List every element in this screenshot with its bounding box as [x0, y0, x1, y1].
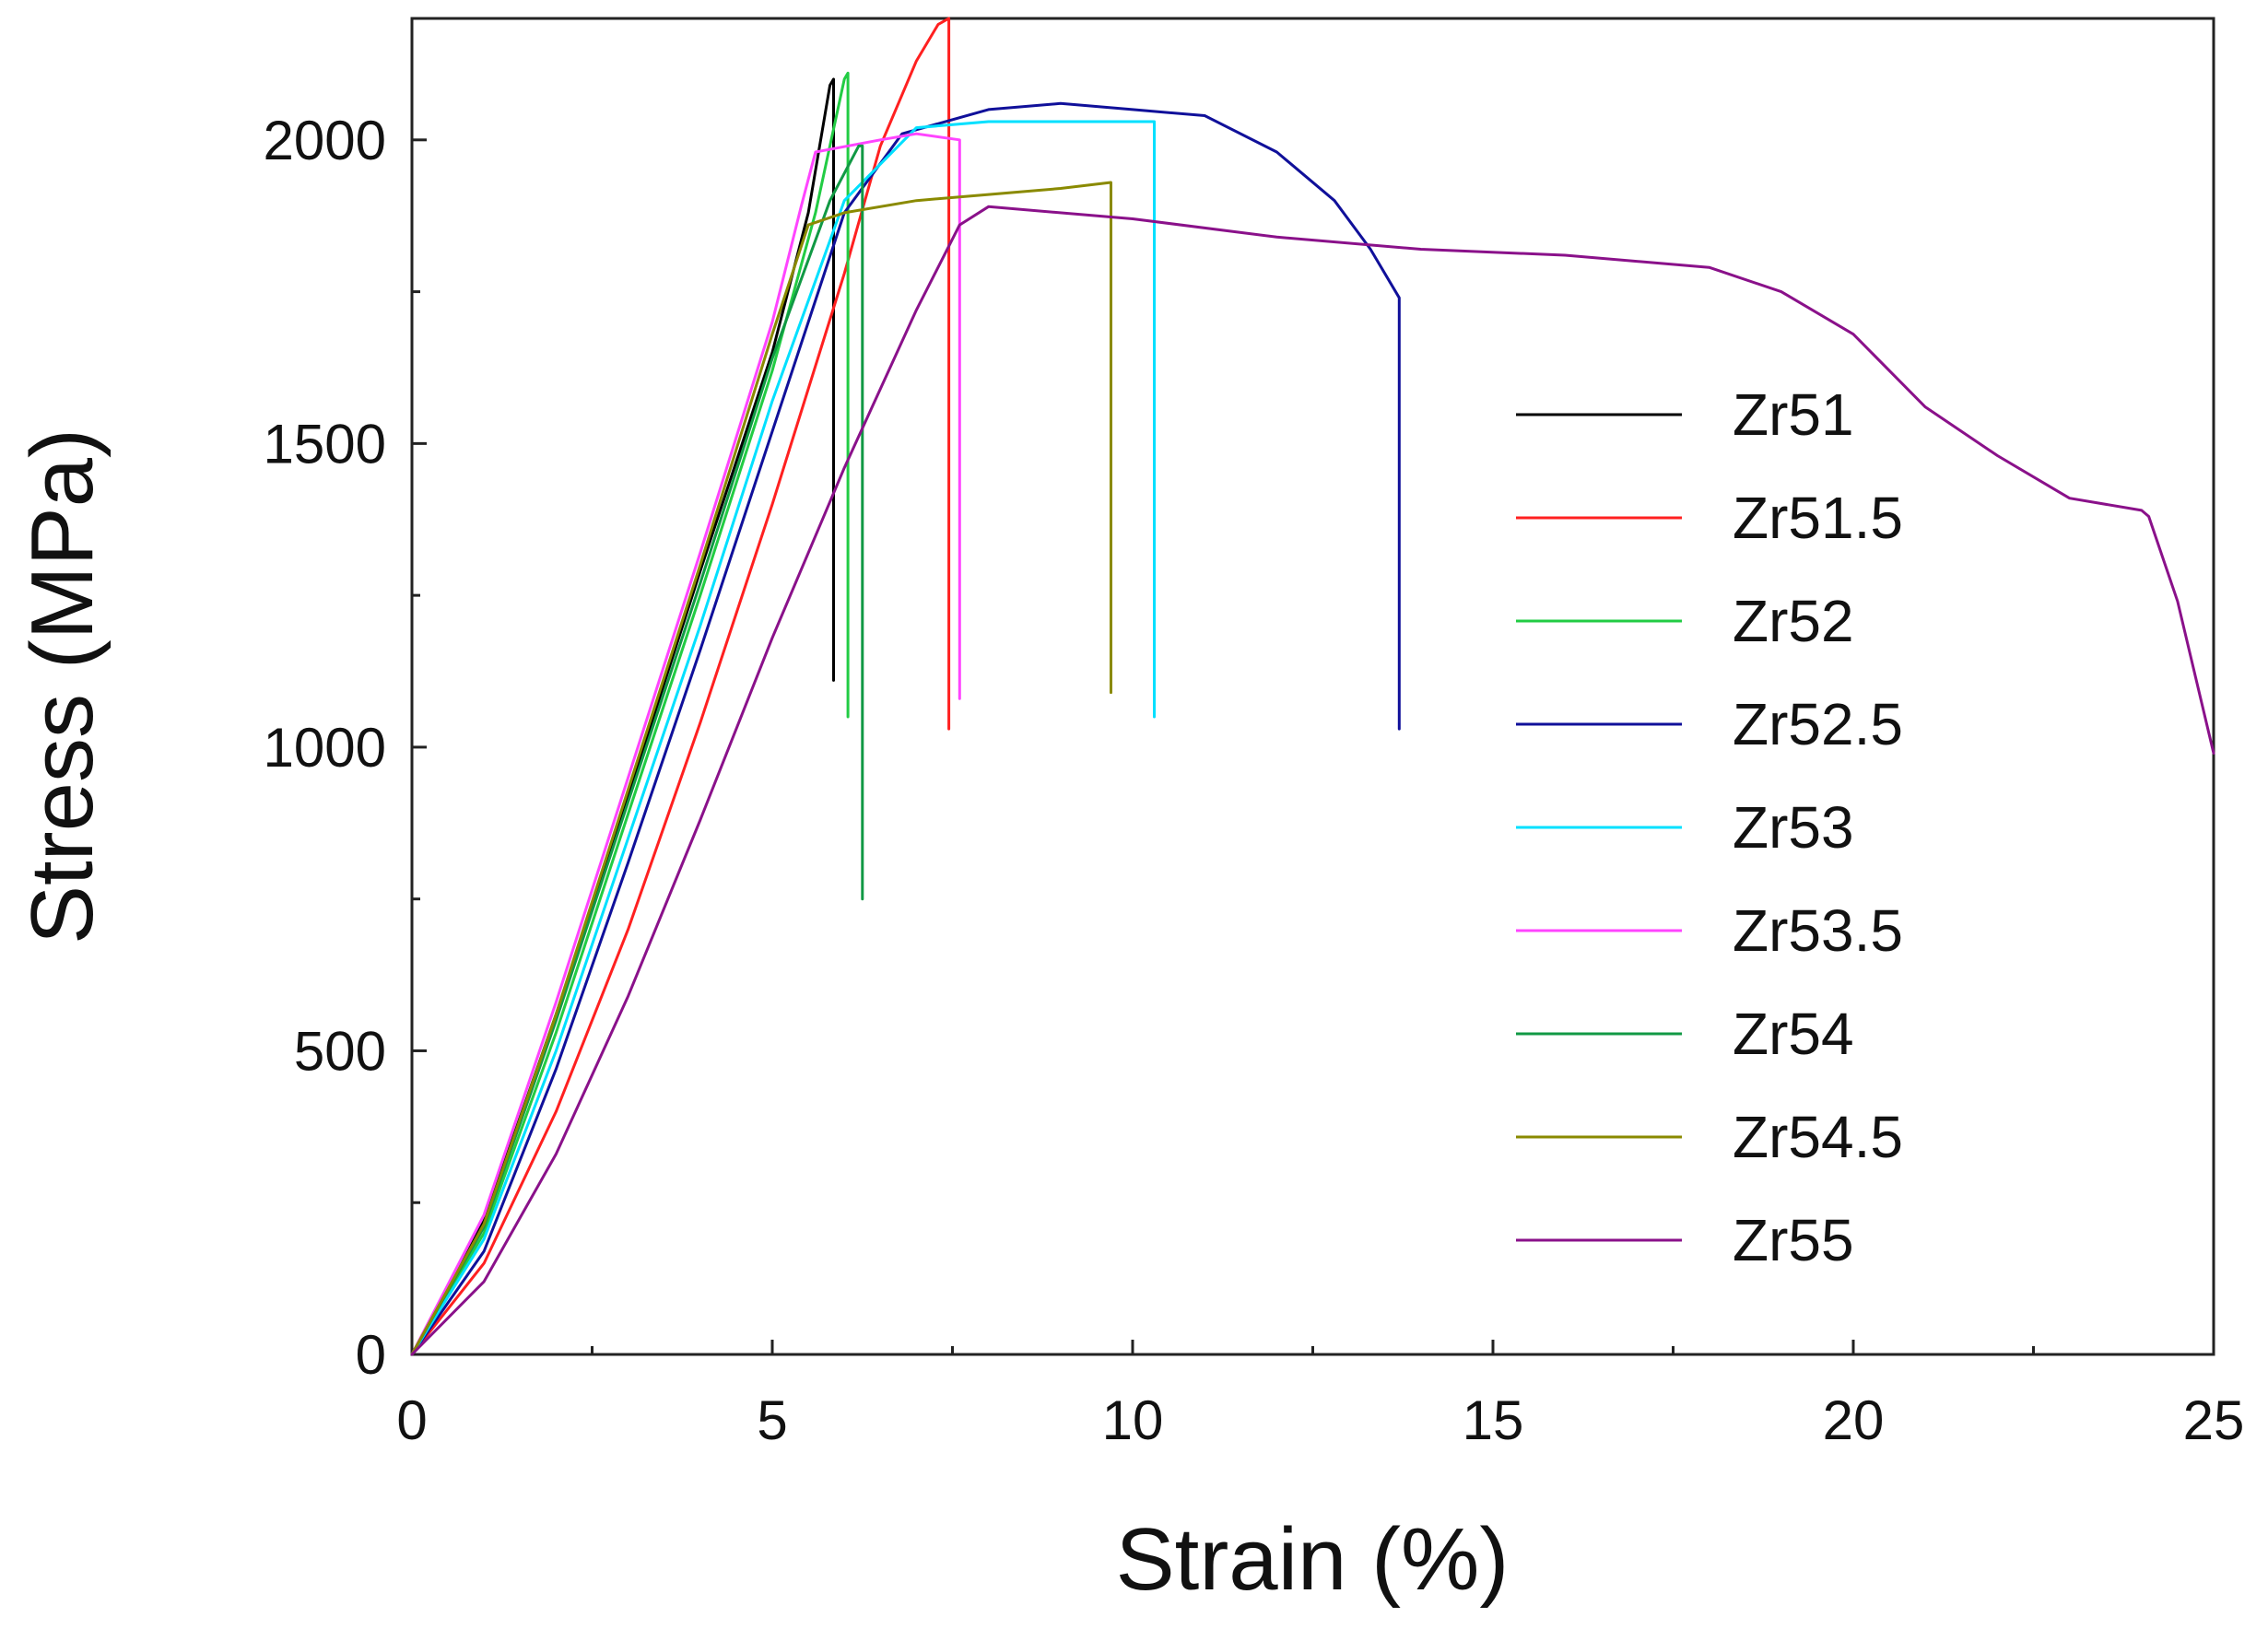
legend-label: Zr51 — [1733, 381, 1854, 448]
y-tick-label: 500 — [294, 1020, 386, 1082]
legend-label: Zr54.5 — [1733, 1104, 1903, 1170]
series-line-zr55 — [410, 205, 2215, 1356]
series-line-zr51-5 — [410, 17, 951, 1356]
y-axis: 0 500 1000 1500 2000 — [264, 110, 427, 1386]
series-line-zr52 — [410, 71, 850, 1356]
x-tick-label: 20 — [1823, 1389, 1885, 1451]
x-tick-label: 5 — [757, 1389, 787, 1451]
x-tick-label: 25 — [2183, 1389, 2245, 1451]
y-tick-label: 1500 — [264, 413, 386, 475]
legend-label: Zr54 — [1733, 1001, 1854, 1067]
series-line-zr51 — [410, 77, 835, 1356]
series-line-zr54-5 — [410, 181, 1112, 1356]
legend-label: Zr55 — [1733, 1207, 1854, 1273]
x-tick-label: 10 — [1102, 1389, 1164, 1451]
x-axis-title: Strain (%) — [1116, 1510, 1510, 1609]
plot-frame — [410, 17, 2215, 1356]
series-line-zr53 — [410, 120, 1156, 1356]
series-line-zr53-5 — [410, 132, 961, 1356]
legend-label: Zr52.5 — [1733, 691, 1903, 757]
legend-label: Zr53.5 — [1733, 897, 1903, 964]
x-tick-label: 15 — [1463, 1389, 1524, 1451]
series-layer — [410, 17, 2215, 1356]
legend-label: Zr52 — [1733, 588, 1854, 654]
x-axis: 0 5 10 15 20 25 — [396, 1340, 2244, 1451]
y-axis-title: Stress (MPa) — [13, 428, 112, 944]
x-tick-label: 0 — [396, 1389, 427, 1451]
y-tick-label: 0 — [356, 1324, 386, 1386]
series-line-zr54 — [410, 144, 864, 1356]
legend-label: Zr53 — [1733, 794, 1854, 861]
y-tick-label: 2000 — [264, 110, 386, 171]
y-tick-label: 1000 — [264, 717, 386, 779]
legend-label: Zr51.5 — [1733, 485, 1903, 551]
legend: Zr51 Zr51.5 Zr52 Zr52.5 Zr53 Zr53.5 Zr54 Zr54.5… — [1516, 381, 1903, 1273]
series-line-zr52-5 — [410, 101, 1401, 1356]
